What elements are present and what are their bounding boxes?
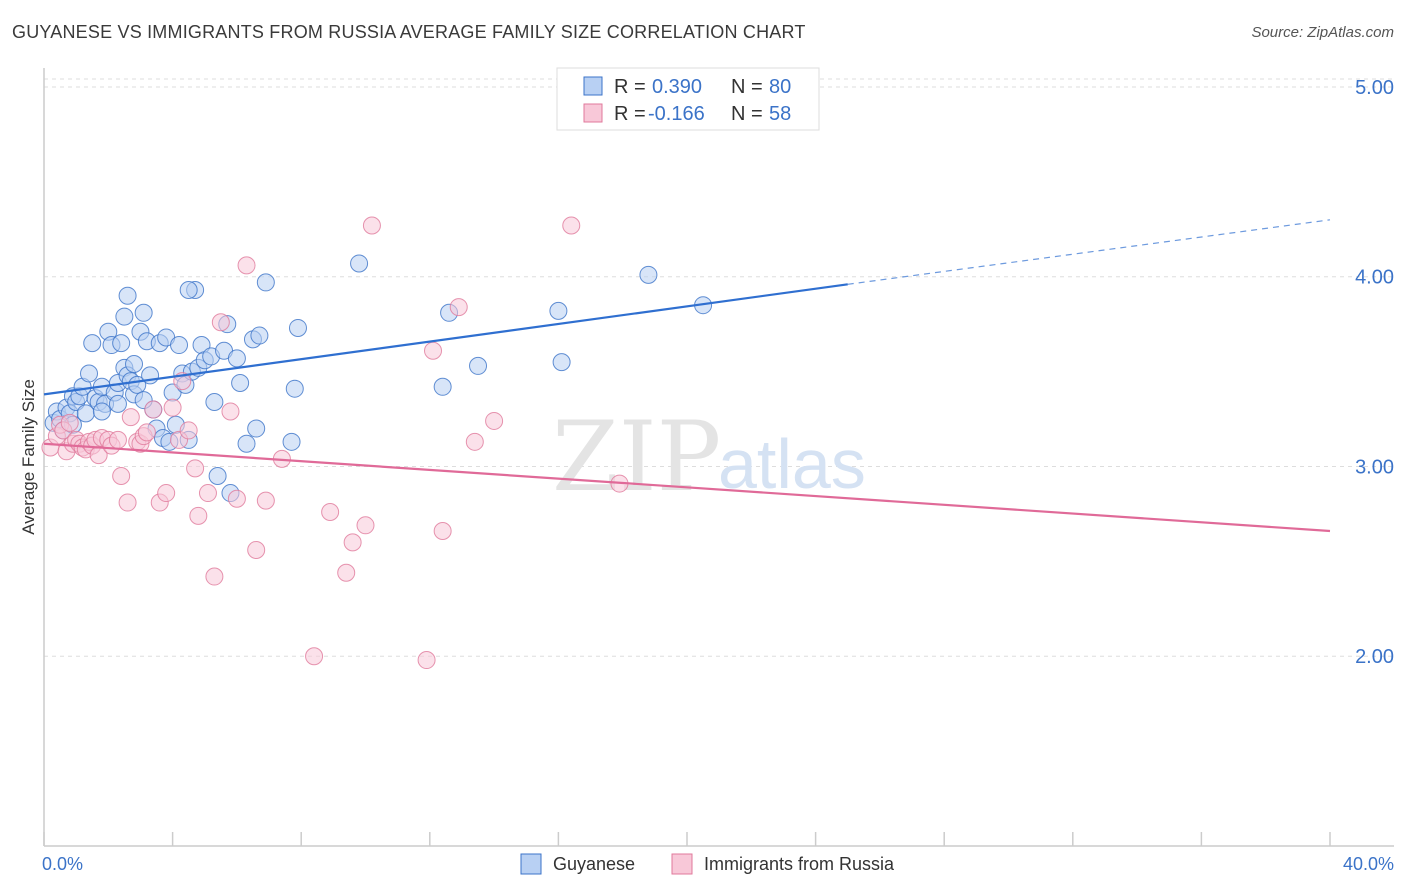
watermark-zip: ZIP: [552, 401, 721, 513]
guyanese-point: [80, 364, 99, 383]
bottom-legend-swatch-guyanese: [520, 853, 542, 875]
y-tick-label: 5.00: [1355, 77, 1394, 99]
russia-point: [237, 256, 256, 275]
y-tick-label: 4.00: [1355, 267, 1394, 289]
guyanese-trend-line: [43, 283, 848, 396]
russia-point: [189, 506, 208, 525]
guyanese-point: [205, 392, 224, 411]
data-points: [41, 216, 713, 670]
y-axis-label: Average Family Size: [19, 379, 38, 535]
russia-point: [163, 398, 182, 417]
russia-point: [562, 216, 581, 235]
russia-point: [157, 484, 176, 503]
y-tick-labels: 2.00 3.00 4.00 5.00: [1355, 77, 1394, 668]
guyanese-point: [282, 432, 301, 451]
guyanese-point: [552, 353, 571, 372]
x-tick-label-max: 40.0%: [1343, 854, 1394, 874]
guyanese-point: [208, 466, 227, 485]
russia-point: [121, 408, 140, 427]
guyanese-point: [549, 301, 568, 320]
guyanese-point: [256, 273, 275, 292]
guyanese-point: [92, 402, 111, 421]
guyanese-point: [179, 281, 198, 300]
russia-point: [321, 503, 340, 522]
guyanese-point: [108, 394, 127, 413]
russia-point: [221, 402, 240, 421]
russia-point: [449, 298, 468, 317]
russia-point: [137, 423, 156, 442]
watermark: ZIP atlas: [552, 401, 866, 513]
guyanese-point: [285, 379, 304, 398]
legend-r-value-guyanese: 0.390: [652, 76, 702, 98]
axes: [43, 68, 1394, 847]
russia-point: [247, 540, 266, 559]
russia-point: [424, 341, 443, 360]
guyanese-point: [288, 318, 307, 337]
russia-point: [256, 491, 275, 510]
legend-n-value-russia: 58: [769, 103, 791, 125]
guyanese-point: [433, 377, 452, 396]
guyanese-point: [125, 355, 144, 374]
legend-r-label-guyanese: R =: [614, 76, 646, 98]
top-legend: R = 0.390 N = 80 R = -0.166 N = 58: [556, 67, 820, 131]
legend-swatch-guyanese: [583, 76, 603, 96]
trend-lines: [43, 219, 1331, 533]
legend-n-value-guyanese: 80: [769, 76, 791, 98]
guyanese-point: [250, 326, 269, 345]
guyanese-point: [469, 356, 488, 375]
russia-trend-line: [43, 442, 1331, 533]
russia-point: [433, 522, 452, 541]
watermark-atlas: atlas: [718, 425, 866, 503]
russia-point: [186, 459, 205, 478]
russia-point: [118, 493, 137, 512]
russia-point: [343, 533, 362, 552]
bottom-legend-swatch-russia: [671, 853, 693, 875]
y-tick-label: 2.00: [1355, 646, 1394, 668]
guyanese-point: [115, 307, 134, 326]
guyanese-point: [639, 265, 658, 284]
guyanese-point: [231, 373, 250, 392]
legend-n-label-guyanese: N =: [731, 76, 763, 98]
russia-point: [485, 411, 504, 430]
guyanese-point: [227, 349, 246, 368]
chart-title: GUYANESE VS IMMIGRANTS FROM RUSSIA AVERA…: [12, 22, 806, 42]
x-tick-labels: 0.0% 40.0%: [42, 854, 1394, 874]
russia-point: [305, 647, 324, 666]
legend-r-value-russia: -0.166: [648, 103, 705, 125]
russia-point: [108, 430, 127, 449]
russia-point: [60, 413, 79, 432]
russia-point: [356, 516, 375, 535]
legend-swatch-russia: [583, 103, 603, 123]
y-tick-label: 3.00: [1355, 456, 1394, 478]
russia-point: [465, 432, 484, 451]
guyanese-point: [170, 336, 189, 355]
legend-n-label-russia: N =: [731, 103, 763, 125]
russia-point: [198, 484, 217, 503]
russia-point: [205, 567, 224, 586]
guyanese-point: [134, 303, 153, 322]
guyanese-point: [247, 419, 266, 438]
source-label: Source: ZipAtlas.com: [1251, 24, 1394, 41]
guyanese-point: [237, 434, 256, 453]
russia-point: [362, 216, 381, 235]
russia-point: [227, 489, 246, 508]
legend-r-label-russia: R =: [614, 103, 646, 125]
russia-point: [211, 313, 230, 332]
guyanese-point: [118, 286, 137, 305]
bottom-legend: Guyanese Immigrants from Russia: [520, 853, 895, 875]
russia-point: [417, 651, 436, 670]
guyanese-point: [83, 334, 102, 353]
russia-point: [179, 421, 198, 440]
russia-point: [144, 400, 163, 419]
guyanese-point: [112, 334, 131, 353]
x-tick-label-min: 0.0%: [42, 854, 83, 874]
guyanese-point: [350, 254, 369, 273]
guyanese-trend-extension: [847, 219, 1331, 285]
bottom-legend-label-russia: Immigrants from Russia: [704, 854, 895, 874]
russia-point: [337, 563, 356, 582]
bottom-legend-label-guyanese: Guyanese: [553, 854, 635, 874]
russia-point: [112, 466, 131, 485]
